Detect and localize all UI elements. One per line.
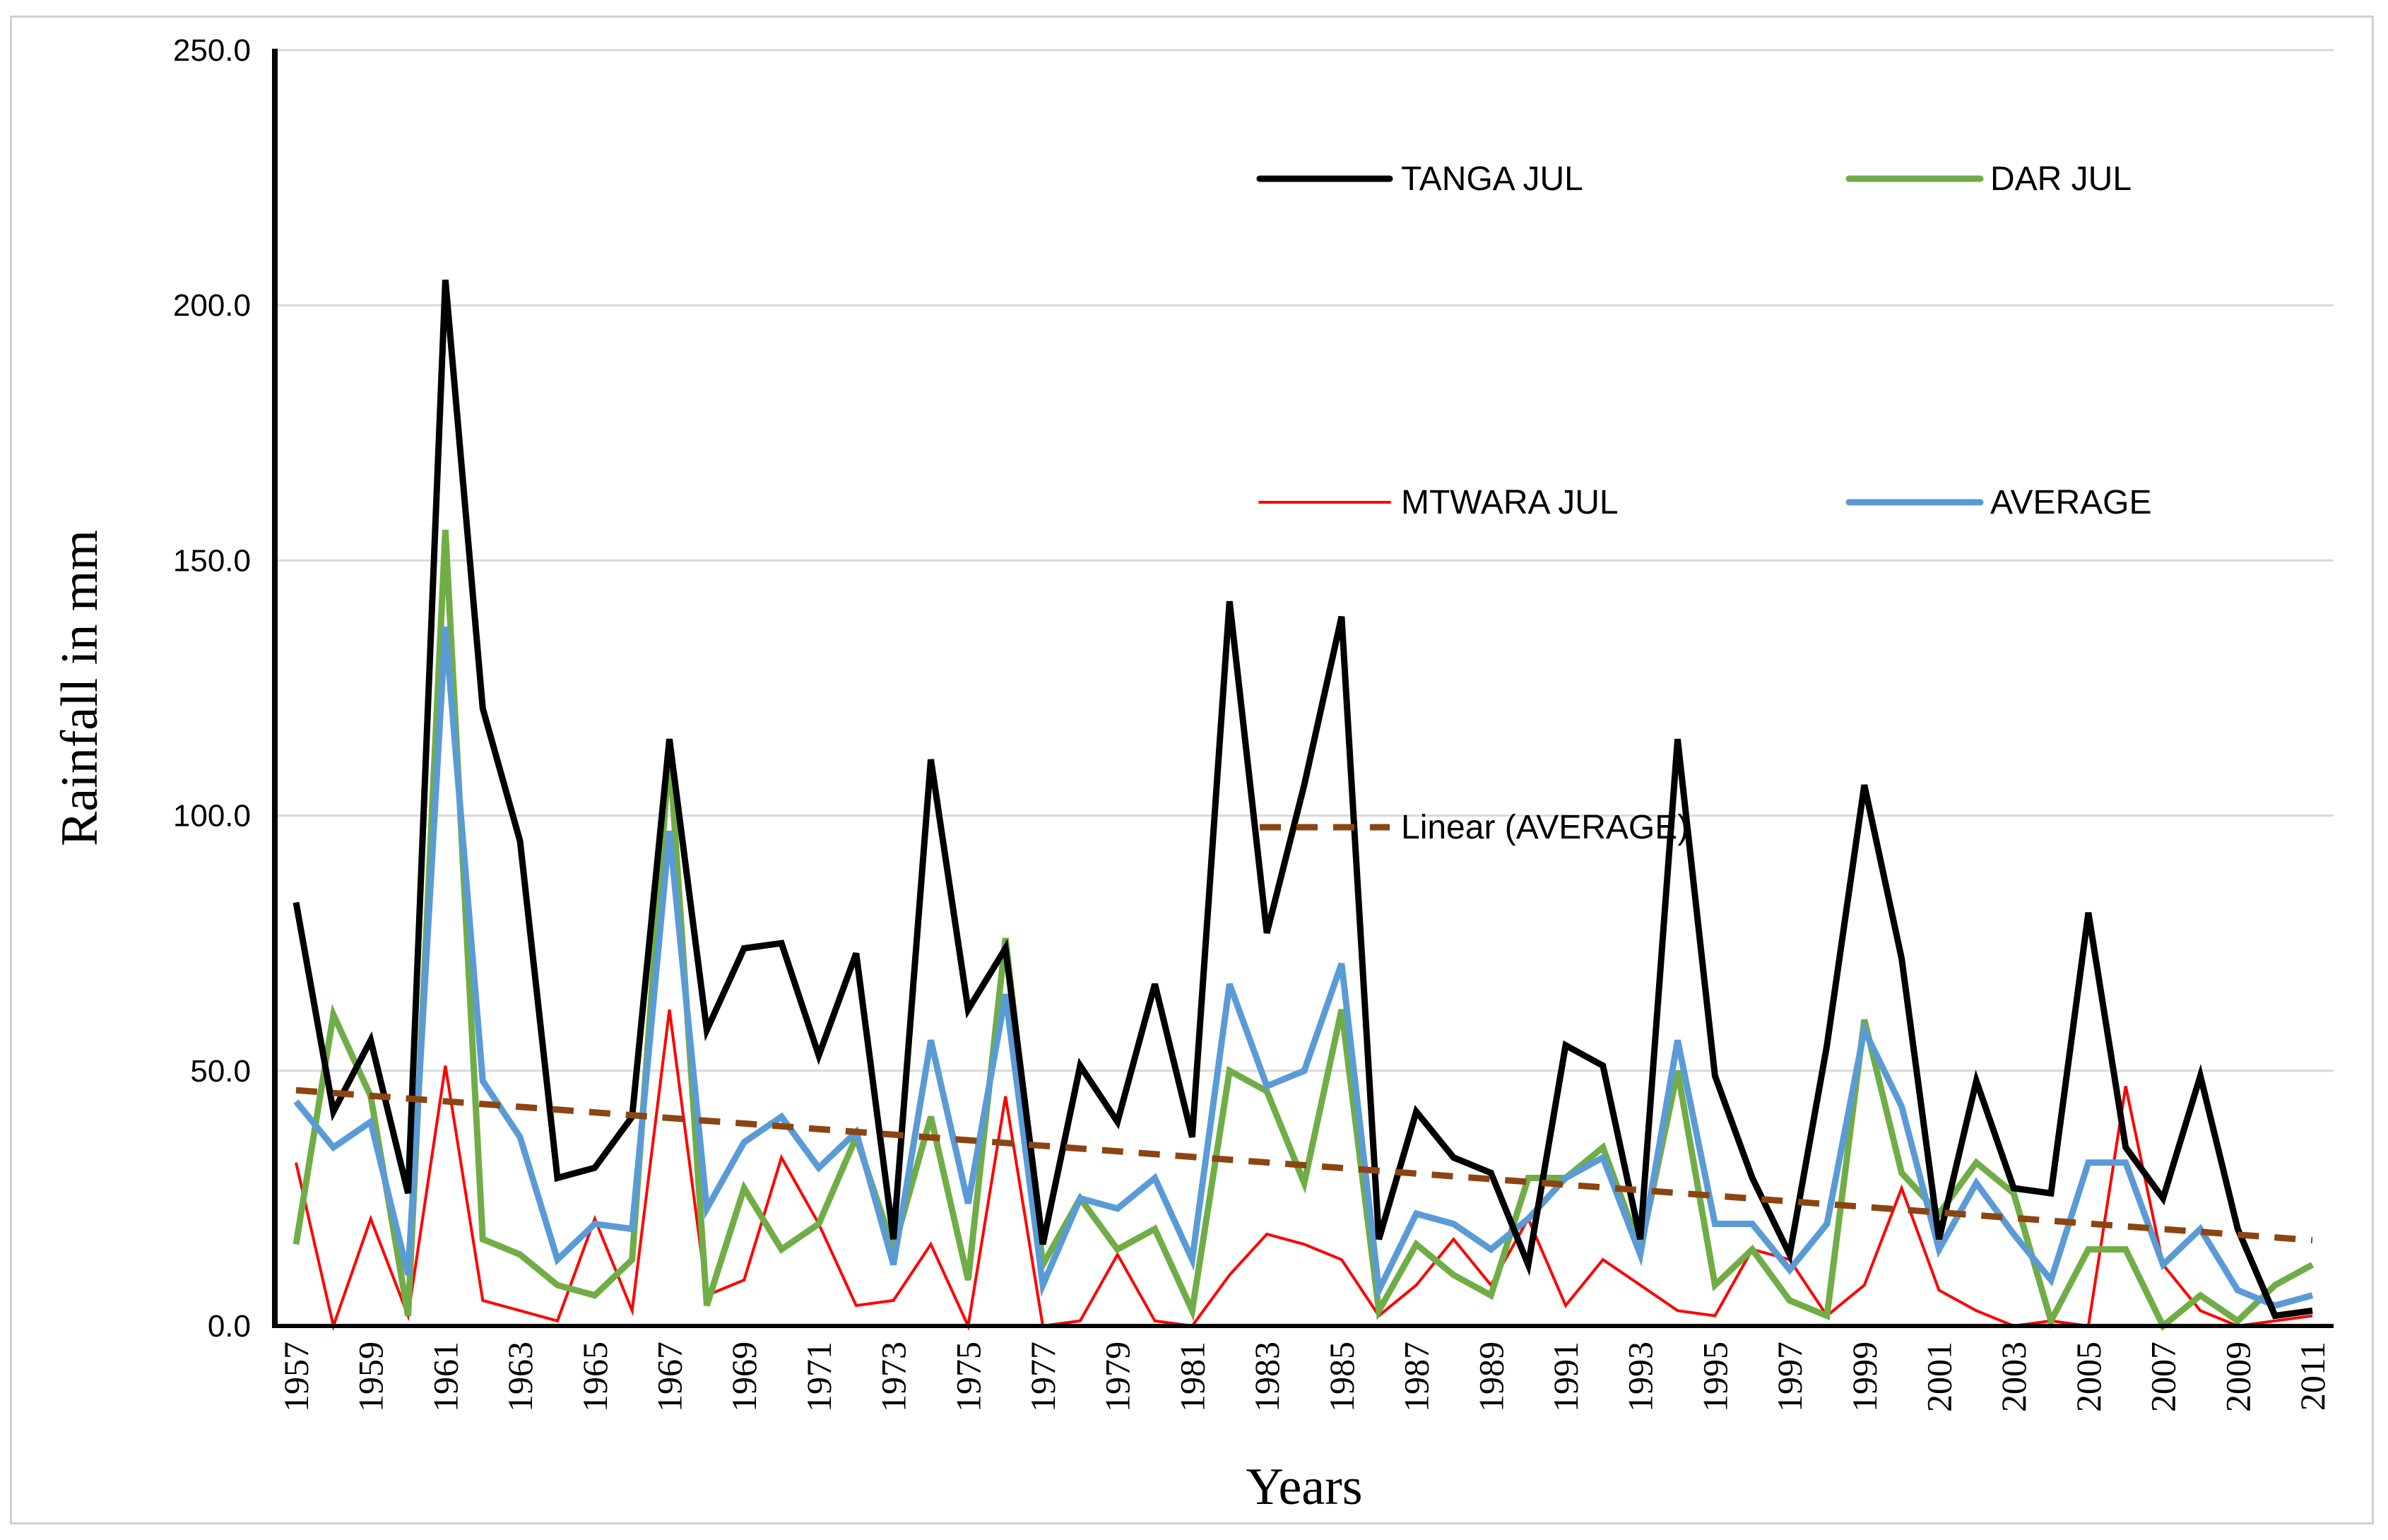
legend-label-linear-average: Linear (AVERAGE) xyxy=(1401,809,1689,846)
x-tick-label: 1977 xyxy=(1023,1341,1063,1412)
chart-frame: 0.0 50.0 100.0 150.0 200.0 250.0 1957 1959 1961… xyxy=(10,16,2374,1524)
y-tick-labels: 0.0 50.0 100.0 150.0 200.0 250.0 xyxy=(173,33,251,1344)
trendline-linear-average xyxy=(295,1086,2313,1244)
x-tick-label: 1987 xyxy=(1397,1341,1436,1412)
x-tick-label: 1969 xyxy=(724,1341,764,1412)
x-tick-label: 2007 xyxy=(2144,1341,2183,1412)
x-tick-label: 1985 xyxy=(1322,1341,1361,1412)
series-line-mtwara xyxy=(295,1009,2313,1332)
x-tick-label: 1995 xyxy=(1695,1341,1734,1412)
x-tick-label: 1979 xyxy=(1098,1341,1137,1412)
series-layer xyxy=(292,279,2315,1332)
x-tick-label: 1997 xyxy=(1770,1341,1809,1412)
series-line-tanga xyxy=(292,279,2313,1320)
x-tick-label: 1965 xyxy=(575,1341,615,1412)
legend-label-average: AVERAGE xyxy=(1990,484,2152,521)
y-tick-label: 150.0 xyxy=(173,543,251,578)
legend-label-dar: DAR JUL xyxy=(1990,160,2132,198)
legend: TANGA JUL DAR JUL MTWARA JUL AVERAGE Lin… xyxy=(1256,160,2152,846)
x-tick-label: 1971 xyxy=(799,1341,839,1412)
x-tick-label: 1961 xyxy=(425,1341,465,1412)
x-tick-label: 1967 xyxy=(650,1341,690,1412)
axes xyxy=(272,49,2334,1328)
x-tick-labels: 1957 1959 1961 1963 1965 1967 1969 1971 1973 1975… xyxy=(276,1341,2332,1412)
x-tick-label: 1959 xyxy=(351,1341,391,1412)
y-tick-label: 100.0 xyxy=(173,799,251,834)
x-tick-label: 2009 xyxy=(2218,1341,2257,1412)
x-tick-label: 1975 xyxy=(948,1341,988,1412)
y-axis-title: Rainfall in mm xyxy=(51,530,109,846)
x-tick-label: 1999 xyxy=(1845,1341,1884,1412)
gridlines xyxy=(275,49,2334,1072)
y-tick-label: 50.0 xyxy=(190,1054,251,1089)
series-line-average xyxy=(293,626,2314,1309)
x-tick-label: 1957 xyxy=(276,1341,316,1412)
x-tick-label: 1993 xyxy=(1621,1341,1660,1412)
legend-label-mtwara: MTWARA JUL xyxy=(1401,484,1619,521)
x-axis-title: Years xyxy=(1246,1458,1362,1516)
rainfall-line-chart: 0.0 50.0 100.0 150.0 200.0 250.0 1957 1959 1961… xyxy=(51,33,2334,1516)
x-tick-label: 1983 xyxy=(1247,1341,1287,1412)
x-tick-label: 1991 xyxy=(1546,1341,1585,1412)
y-tick-label: 0.0 xyxy=(208,1309,251,1344)
legend-label-tanga: TANGA JUL xyxy=(1401,160,1583,198)
series-line-dar xyxy=(292,529,2315,1332)
x-tick-label: 2011 xyxy=(2293,1341,2332,1411)
x-tick-label: 1989 xyxy=(1471,1341,1511,1412)
x-tick-label: 2003 xyxy=(1994,1341,2033,1412)
x-tick-label: 1973 xyxy=(874,1341,914,1412)
y-tick-label: 250.0 xyxy=(173,33,251,68)
x-tick-label: 2005 xyxy=(2069,1341,2108,1412)
y-tick-label: 200.0 xyxy=(173,288,251,323)
x-tick-label: 1981 xyxy=(1172,1341,1212,1412)
x-tick-label: 2001 xyxy=(1919,1341,1958,1412)
x-tick-label: 1963 xyxy=(500,1341,540,1412)
